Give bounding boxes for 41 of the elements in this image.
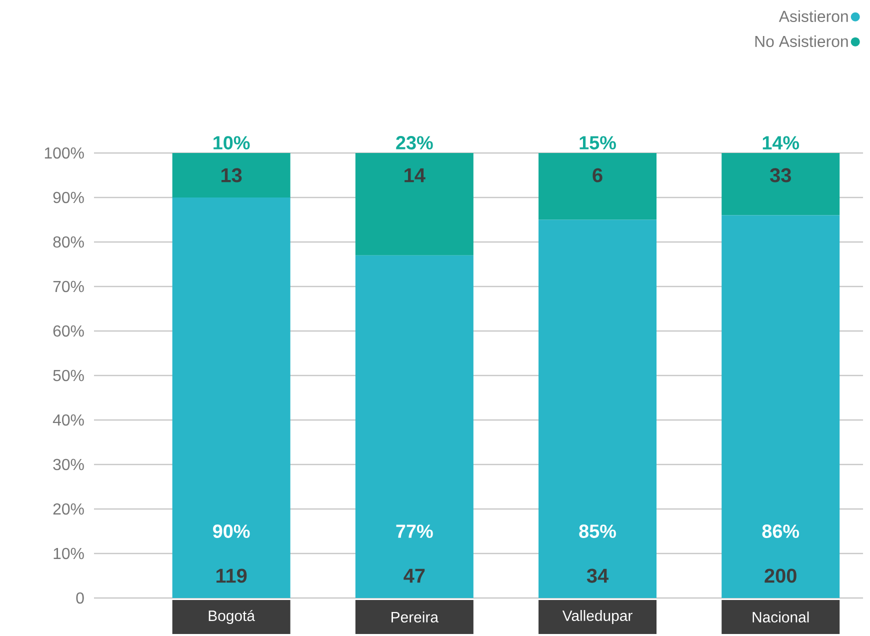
y-tick-label: 40% xyxy=(52,414,84,426)
bar xyxy=(172,152,290,198)
annotation: 34 xyxy=(586,568,608,583)
y-tick-label: 0 xyxy=(76,592,84,604)
y-tick-label: 10% xyxy=(54,548,84,560)
annotation: 200 xyxy=(764,568,796,583)
bar xyxy=(355,152,474,256)
x-tick-label: Bogotá xyxy=(208,610,255,624)
y-tick-label: 20% xyxy=(53,503,84,515)
y-tick-label: 100% xyxy=(44,147,84,159)
bar xyxy=(172,197,290,598)
bar xyxy=(722,152,840,216)
data-label: 14% xyxy=(762,136,800,150)
annotation: 119 xyxy=(216,568,247,583)
x-tick-label: Nacional xyxy=(752,612,809,622)
annotation: 6 xyxy=(592,168,602,182)
data-label: 15% xyxy=(580,136,616,150)
y-tick-label: 80% xyxy=(53,236,84,248)
data-label: 10% xyxy=(214,136,250,150)
y-tick-label: 30% xyxy=(53,458,84,470)
data-label: 85% xyxy=(579,524,616,538)
data-label: 77% xyxy=(396,524,433,538)
bar xyxy=(355,255,474,598)
annotation: 33 xyxy=(770,168,791,182)
legend-label: Asistieron xyxy=(778,10,848,22)
y-tick-label: 50% xyxy=(53,370,84,382)
data-label: 86% xyxy=(762,524,800,538)
bar xyxy=(538,220,657,598)
y-tick-label: 70% xyxy=(53,280,84,292)
x-tick-label: Pereira xyxy=(392,612,438,622)
data-label: 90% xyxy=(213,524,250,538)
data-label: 23% xyxy=(396,136,433,150)
y-tick-label: 90% xyxy=(53,192,84,204)
bar xyxy=(538,152,657,220)
x-tick-label: Valledupar xyxy=(562,610,632,624)
annotation: 47 xyxy=(404,568,425,583)
annotation: 14 xyxy=(404,168,426,182)
bar xyxy=(722,215,840,598)
legend-label: No Asistieron xyxy=(755,35,848,48)
annotation: 13 xyxy=(221,168,242,182)
y-tick-label: 60% xyxy=(53,325,84,337)
